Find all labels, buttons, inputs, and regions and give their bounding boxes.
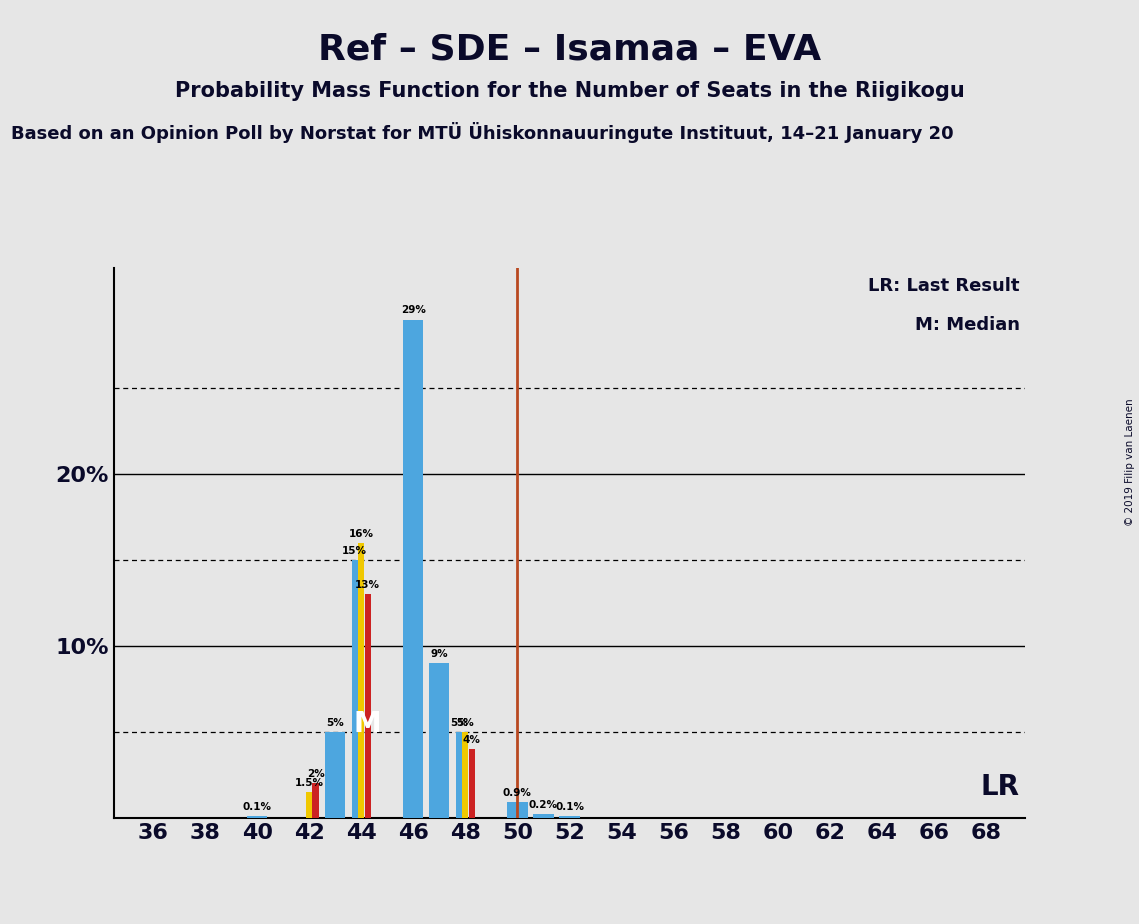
Bar (325, 732, 345, 818)
Text: 0.9%: 0.9% (503, 788, 532, 798)
Text: Probability Mass Function for the Number of Seats in the Riigikogu: Probability Mass Function for the Number… (174, 81, 965, 102)
Text: 0.2%: 0.2% (528, 800, 558, 810)
Text: 5%: 5% (450, 718, 468, 727)
Text: Ref – SDE – Isamaa – EVA: Ref – SDE – Isamaa – EVA (318, 32, 821, 67)
Text: LR: LR (981, 772, 1019, 801)
Bar (456, 732, 462, 818)
Bar (462, 732, 468, 818)
Text: M: M (354, 710, 382, 738)
Text: 16%: 16% (349, 529, 374, 539)
Text: 0.1%: 0.1% (555, 802, 584, 811)
Bar (247, 816, 268, 818)
Bar (358, 543, 364, 818)
Bar (364, 594, 371, 818)
Text: 29%: 29% (401, 305, 426, 315)
Bar (306, 792, 312, 818)
Text: © 2019 Filip van Laenen: © 2019 Filip van Laenen (1125, 398, 1134, 526)
Text: 9%: 9% (431, 649, 448, 659)
Bar (559, 816, 580, 818)
Bar (429, 663, 450, 818)
Text: 5%: 5% (326, 718, 344, 727)
Text: 0.1%: 0.1% (243, 802, 271, 811)
Text: 15%: 15% (343, 546, 367, 555)
Text: 4%: 4% (462, 735, 481, 745)
Text: LR: Last Result: LR: Last Result (868, 276, 1019, 295)
Text: M: Median: M: Median (915, 316, 1019, 334)
Text: 1.5%: 1.5% (295, 778, 323, 787)
Text: 13%: 13% (355, 580, 380, 590)
Bar (468, 749, 475, 818)
Bar (312, 784, 319, 818)
Bar (403, 320, 424, 818)
Text: 2%: 2% (306, 769, 325, 779)
Bar (507, 802, 527, 818)
Text: 5%: 5% (457, 718, 474, 727)
Bar (352, 560, 358, 818)
Bar (533, 814, 554, 818)
Text: Based on an Opinion Poll by Norstat for MTÜ Ühiskonnauuringute Instituut, 14–21 : Based on an Opinion Poll by Norstat for … (11, 122, 954, 143)
